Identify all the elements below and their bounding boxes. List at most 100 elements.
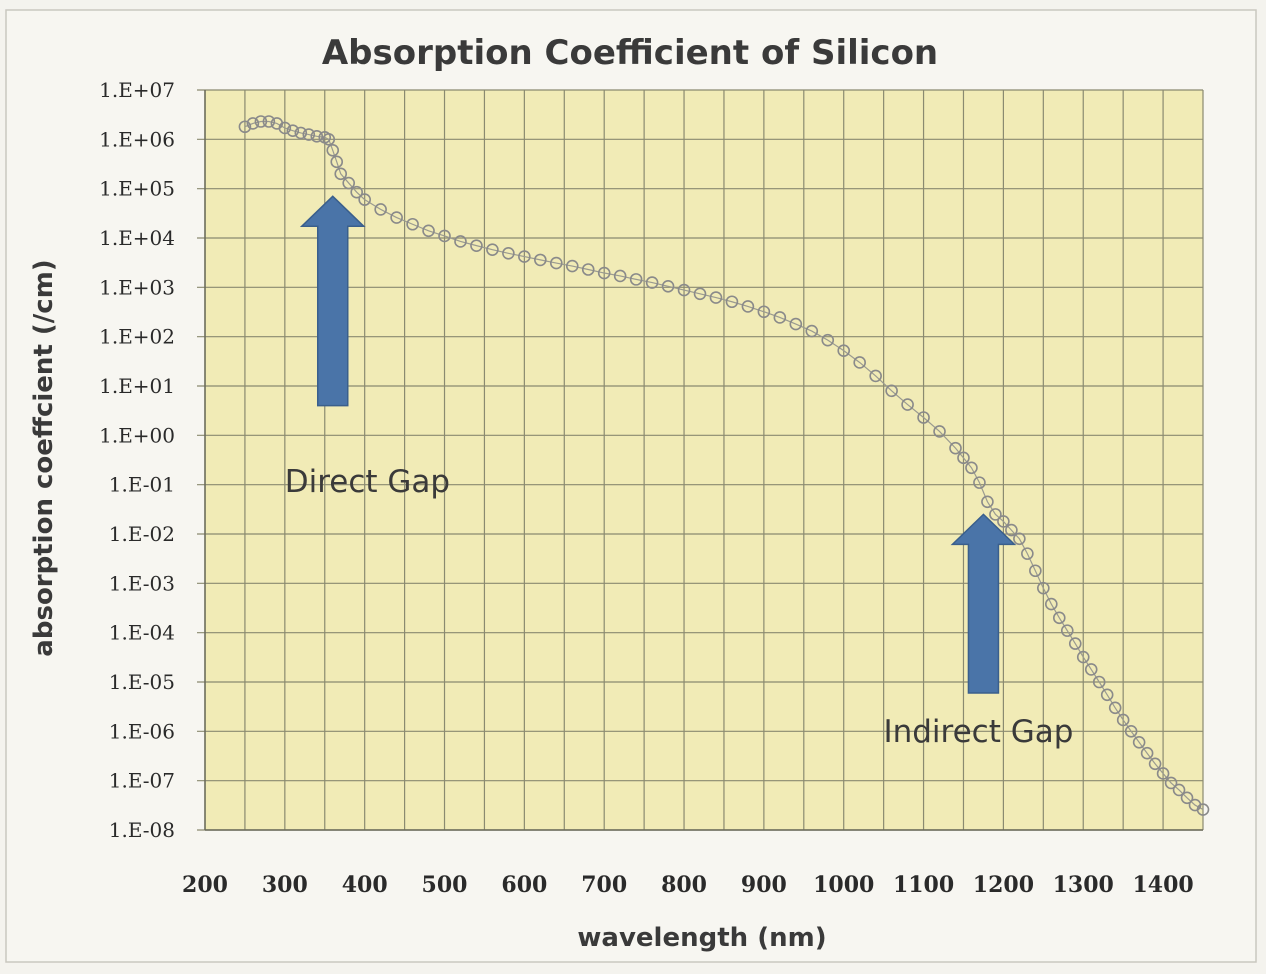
data-point (1045, 597, 1058, 611)
y-tick-labels: 1.E+07 1.E+06 1.E+05 1.E+04 1.E+03 1.E+02 1.E+… (99, 78, 175, 842)
y-tick-label: 1.E-07 (109, 769, 175, 793)
data-point (1084, 663, 1098, 676)
y-tick-label: 1.E+06 (99, 127, 175, 151)
series-line (244, 120, 1204, 811)
data-point (254, 115, 268, 128)
data-point (518, 250, 531, 263)
x-tick-label: 1100 (893, 872, 954, 898)
y-tick-label: 1.E-06 (109, 719, 175, 743)
x-tick-label: 300 (262, 872, 308, 898)
data-point (1068, 637, 1082, 650)
data-point (725, 295, 739, 309)
data-point (350, 185, 363, 199)
data-point (949, 441, 962, 455)
x-tick-label: 1000 (813, 872, 874, 898)
data-point (374, 203, 387, 216)
y-tick-label: 1.E+02 (99, 325, 175, 349)
data-point (709, 291, 723, 304)
data-point (901, 398, 914, 411)
data-point (597, 266, 611, 280)
x-tick-label: 800 (661, 872, 707, 898)
x-tick-label: 500 (422, 872, 468, 898)
x-tick-label: 900 (741, 872, 787, 898)
annotations: Direct Gap Indirect Gap (285, 195, 1073, 750)
data-point (486, 243, 499, 256)
data-point (342, 176, 356, 190)
data-point (286, 124, 300, 137)
data-point (422, 224, 435, 238)
data-point (1100, 688, 1114, 702)
data-point (917, 411, 930, 424)
data-point (1196, 803, 1210, 816)
data-point (502, 246, 515, 260)
data-point (645, 276, 659, 289)
data-point (330, 155, 344, 169)
y-tick-label: 1.E-01 (109, 473, 175, 497)
data-point (693, 287, 707, 301)
indirect-gap-label: Indirect Gap (883, 714, 1073, 750)
chart-title: Absorption Coefficient of Silicon (322, 33, 938, 73)
data-point (246, 117, 260, 130)
data-point (1076, 650, 1090, 664)
data-point (973, 476, 986, 489)
data-point (981, 495, 994, 509)
data-point (1013, 532, 1026, 546)
data-point (1108, 701, 1122, 715)
grid (197, 89, 1204, 831)
data-point (390, 211, 403, 224)
data-point (1029, 564, 1042, 578)
data-point (885, 384, 898, 398)
y-tick-label: 1.E+04 (99, 226, 175, 250)
data-point (438, 229, 451, 243)
x-axis-title: wavelength (nm) (577, 923, 826, 953)
data-point (1052, 611, 1066, 625)
data-point (1124, 725, 1138, 738)
y-tick-label: 1.E-03 (109, 571, 175, 595)
data-point (238, 120, 252, 134)
data-point (837, 344, 851, 357)
data-series (238, 115, 1210, 816)
y-tick-label: 1.E-05 (109, 670, 175, 694)
y-tick-label: 1.E+01 (99, 374, 175, 398)
x-tick-label: 600 (501, 872, 547, 898)
y-tick-label: 1.E-02 (109, 522, 175, 546)
y-tick-label: 1.E+00 (99, 423, 175, 447)
x-tick-label: 200 (182, 872, 228, 898)
indirect-gap-arrow (950, 513, 1017, 694)
data-point (549, 256, 563, 270)
data-point (1132, 735, 1146, 749)
data-point (869, 369, 882, 383)
data-point (1148, 757, 1162, 771)
x-tick-label: 700 (581, 872, 627, 898)
data-point (310, 130, 324, 143)
data-point (629, 273, 643, 286)
y-tick-label: 1.E+07 (99, 78, 175, 102)
data-point (989, 508, 1002, 521)
direct-gap-arrow (299, 195, 366, 407)
y-tick-label: 1.E+03 (99, 275, 175, 299)
data-point (294, 126, 308, 140)
data-point (1060, 624, 1074, 637)
data-point (997, 515, 1010, 528)
x-tick-label: 1200 (973, 872, 1034, 898)
data-point (1180, 791, 1194, 805)
data-point (1021, 547, 1034, 560)
data-point (965, 461, 978, 475)
data-point (933, 425, 946, 438)
y-tick-label: 1.E+05 (99, 177, 175, 201)
x-tick-label: 1300 (1053, 872, 1114, 898)
x-tick-labels: 200 300 400 500 600 700 800 900 1000 1100 1200 1300… (182, 872, 1194, 898)
data-point (757, 305, 771, 319)
data-point (470, 239, 483, 252)
data-point (581, 263, 595, 276)
data-point (278, 121, 292, 135)
data-point (613, 269, 627, 283)
data-point (534, 253, 547, 267)
x-tick-label: 400 (342, 872, 388, 898)
data-point (1116, 713, 1130, 727)
data-point (454, 235, 467, 248)
data-point (406, 217, 419, 231)
data-point (1140, 746, 1154, 760)
y-tick-label: 1.E-04 (109, 621, 175, 645)
